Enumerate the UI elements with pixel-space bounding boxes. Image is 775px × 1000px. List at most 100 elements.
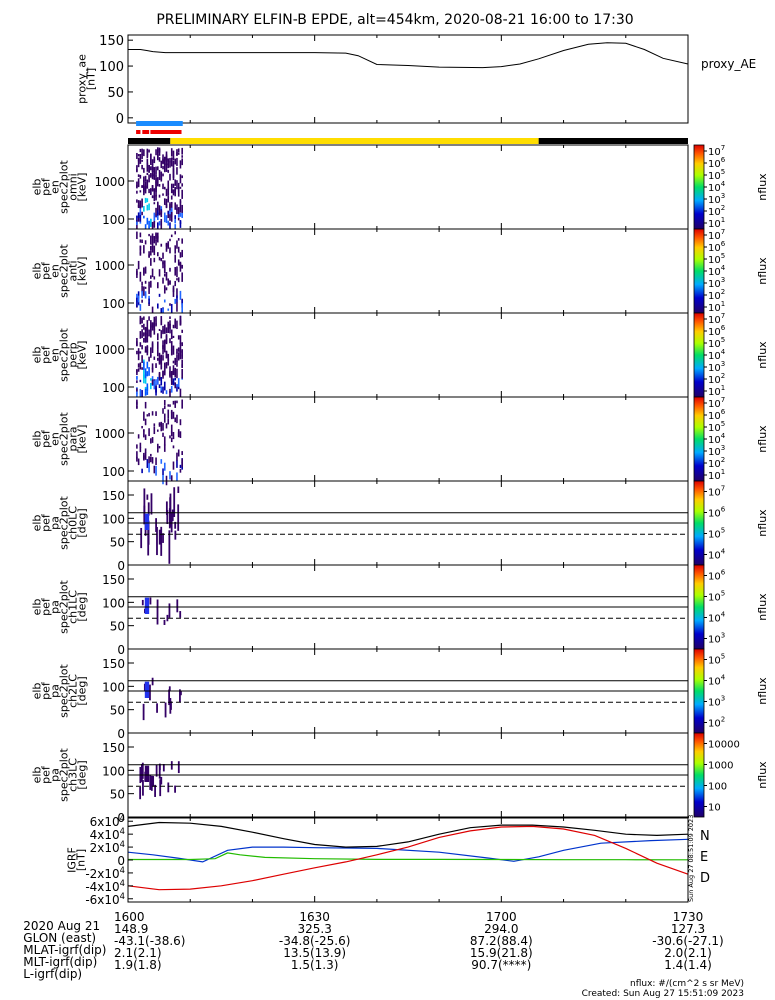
spectrogram-pixel [177,259,180,266]
pitch-angle-pixel [156,526,158,556]
spectrogram-pixel [167,323,170,334]
spectrogram-pixel [136,190,138,194]
spectrogram-ylabel: [keV] [76,173,89,202]
spectrogram-pixel [148,281,150,286]
pitch-angle-ylabel: ch3LC [67,758,80,792]
spectrogram-pixel [144,368,147,379]
spectrogram-pixel [162,345,164,355]
pitch-angle-pixel [179,611,182,618]
spectrogram-pixel [167,308,170,311]
spectrogram-pixel [144,224,147,232]
spectrogram-pixel [150,453,152,457]
pitch-angle-pixel [143,488,146,517]
colorbar-tick-label: 104 [708,180,726,194]
pitch-angle-pixel [166,510,169,525]
spectrogram-pixel [137,350,140,361]
igrf-n-line [127,838,689,863]
spectrogram-pixel [174,254,177,263]
spectrogram-pixel [153,212,156,223]
pitch-angle-pixel [152,775,155,787]
y-tick-label: 2x104 [90,839,125,855]
spectrogram-pixel [143,429,145,432]
spectrogram-pixel [172,324,175,329]
spectrogram-pixel [162,371,164,377]
proxy-ae-ylabel: proxy_ae [76,54,89,104]
spectrogram-pixel [150,383,152,390]
spectrogram-pixel [143,337,145,343]
pitch-angle-ylabel: pa [49,600,62,614]
spectrogram-pixel [181,399,183,409]
science-zone-red-bar [142,130,150,134]
pitch-angle-pixel [177,761,180,774]
pitch-angle-ylabel: pa [49,768,62,782]
spectrogram-pixel [146,383,149,392]
spectrogram-pixel [136,399,138,409]
pitch-angle-pixel [168,530,171,564]
colorbar-tick-label: 105 [708,590,725,604]
spectrogram-pixel [172,335,175,339]
spectrogram-pixel [141,285,143,293]
spectrogram-pixel [148,203,150,211]
spectrogram-pixel [158,423,161,427]
spectrogram-pixel [141,211,143,216]
spectrogram-pixel [179,342,182,353]
spectrogram-pixel [150,438,152,444]
plot-title: PRELIMINARY ELFIN-B EPDE, alt=454km, 202… [156,12,633,28]
spectrogram-ylabel: pef [40,345,53,364]
spectrogram-pixel [179,199,182,203]
spectrogram-pixel [150,245,152,251]
spectrogram-pixel [179,335,182,344]
pitch-angle-pixel [158,764,161,779]
spectrogram-pixel [146,149,149,155]
spectrogram-pixel [167,418,170,425]
y-tick-label: 0 [117,559,125,573]
spectrogram-pixel [163,324,166,334]
spectrogram-pixel [153,221,156,228]
spectrogram-pixel [174,417,177,423]
spectrogram-pixel [143,179,145,183]
spectrogram-pixel [151,174,154,180]
pitch-angle-colorbar [693,480,705,566]
pitch-angle-pixel [177,504,180,531]
spectrogram-pixel [153,465,156,474]
igrf-d-line [127,825,689,891]
spectrogram-pixel [151,195,154,199]
spectrogram-pixel [136,199,138,203]
spectrogram-pixel [158,183,161,187]
footer-value: 325.3 [297,922,331,936]
spectrogram-pixel [143,323,145,330]
pitch-angle-ylabel: ch1LC [67,590,80,624]
colorbar-tick-label: 103 [708,632,725,646]
pitch-angle-pixel [170,517,173,527]
spectrogram-pixel [155,182,157,190]
spectrogram-pixel [176,348,178,353]
spectrogram-pixel [174,202,177,210]
spectrogram-pixel [139,153,142,164]
spectrogram-pixel [151,322,154,331]
spectrogram-pixel [176,302,178,312]
spectrogram-pixel [156,214,159,220]
spectrogram-pixel [144,434,147,440]
spectrogram-pixel [136,221,138,226]
spectrogram-pixel [162,423,164,431]
spectrogram-pixel [160,354,163,365]
colorbar-tick-label: 101 [708,468,725,482]
spectrogram-pixel [150,188,152,196]
spectrogram-pixel [169,209,171,218]
colorbar-tick-label: 106 [708,569,726,583]
spectrogram-pixel [181,329,183,333]
spectrogram-pixel [165,188,168,197]
spectrogram-pixel [163,156,166,164]
created-stamp: Created: Sun Aug 27 15:51:09 2023 [581,989,744,999]
spectrogram-pixel [151,163,154,171]
spectrogram-pixel [179,160,182,169]
spectrogram-pixel [144,422,147,426]
spectrogram-pixel [163,349,166,353]
pitch-angle-pixel [142,780,144,796]
colorbar-tick-label: 103 [708,444,725,458]
spectrogram-pixel [143,215,145,219]
spectrogram-pixel [155,386,157,396]
spectrogram-pixel [155,178,157,183]
spectrogram-pixel [179,203,182,213]
spectrogram-pixel [137,200,140,208]
